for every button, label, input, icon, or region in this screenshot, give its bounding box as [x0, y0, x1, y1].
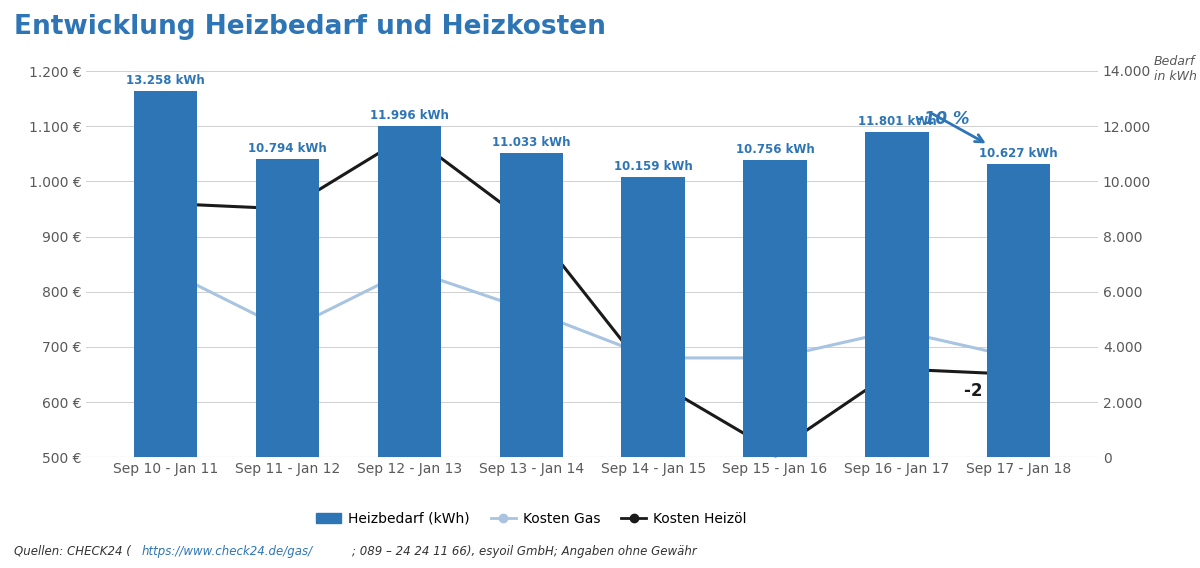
Text: 10.159 kWh: 10.159 kWh: [613, 160, 692, 173]
Text: -2 %: -2 %: [964, 382, 1004, 400]
Y-axis label: Bedarf
in kWh: Bedarf in kWh: [1153, 55, 1196, 82]
Text: Quellen: CHECK24 (: Quellen: CHECK24 (: [14, 545, 131, 558]
Text: -10 %: -10 %: [989, 320, 1028, 335]
Legend: Heizbedarf (kWh), Kosten Gas, Kosten Heizöl: Heizbedarf (kWh), Kosten Gas, Kosten Hei…: [311, 506, 752, 532]
Bar: [499, 153, 563, 457]
Bar: [988, 164, 1050, 457]
Text: https://www.check24.de/gas/: https://www.check24.de/gas/: [142, 545, 313, 558]
Bar: [256, 160, 319, 457]
Text: -10 %: -10 %: [917, 110, 970, 128]
Bar: [622, 177, 685, 457]
Bar: [865, 132, 929, 457]
Text: 13.258 kWh: 13.258 kWh: [126, 74, 205, 87]
Text: 11.996 kWh: 11.996 kWh: [370, 109, 449, 122]
Text: Entwicklung Heizbedarf und Heizkosten: Entwicklung Heizbedarf und Heizkosten: [14, 14, 606, 40]
Bar: [743, 161, 806, 457]
Text: 10.794 kWh: 10.794 kWh: [248, 143, 326, 155]
Bar: [378, 126, 442, 457]
Text: ; 089 – 24 24 11 66), esyoil GmbH; Angaben ohne Gewähr: ; 089 – 24 24 11 66), esyoil GmbH; Angab…: [352, 545, 696, 558]
Bar: [134, 91, 197, 457]
Text: 10.756 kWh: 10.756 kWh: [736, 143, 815, 156]
Text: 10.627 kWh: 10.627 kWh: [979, 147, 1058, 160]
Text: 11.033 kWh: 11.033 kWh: [492, 136, 570, 149]
Text: 11.801 kWh: 11.801 kWh: [858, 115, 936, 128]
